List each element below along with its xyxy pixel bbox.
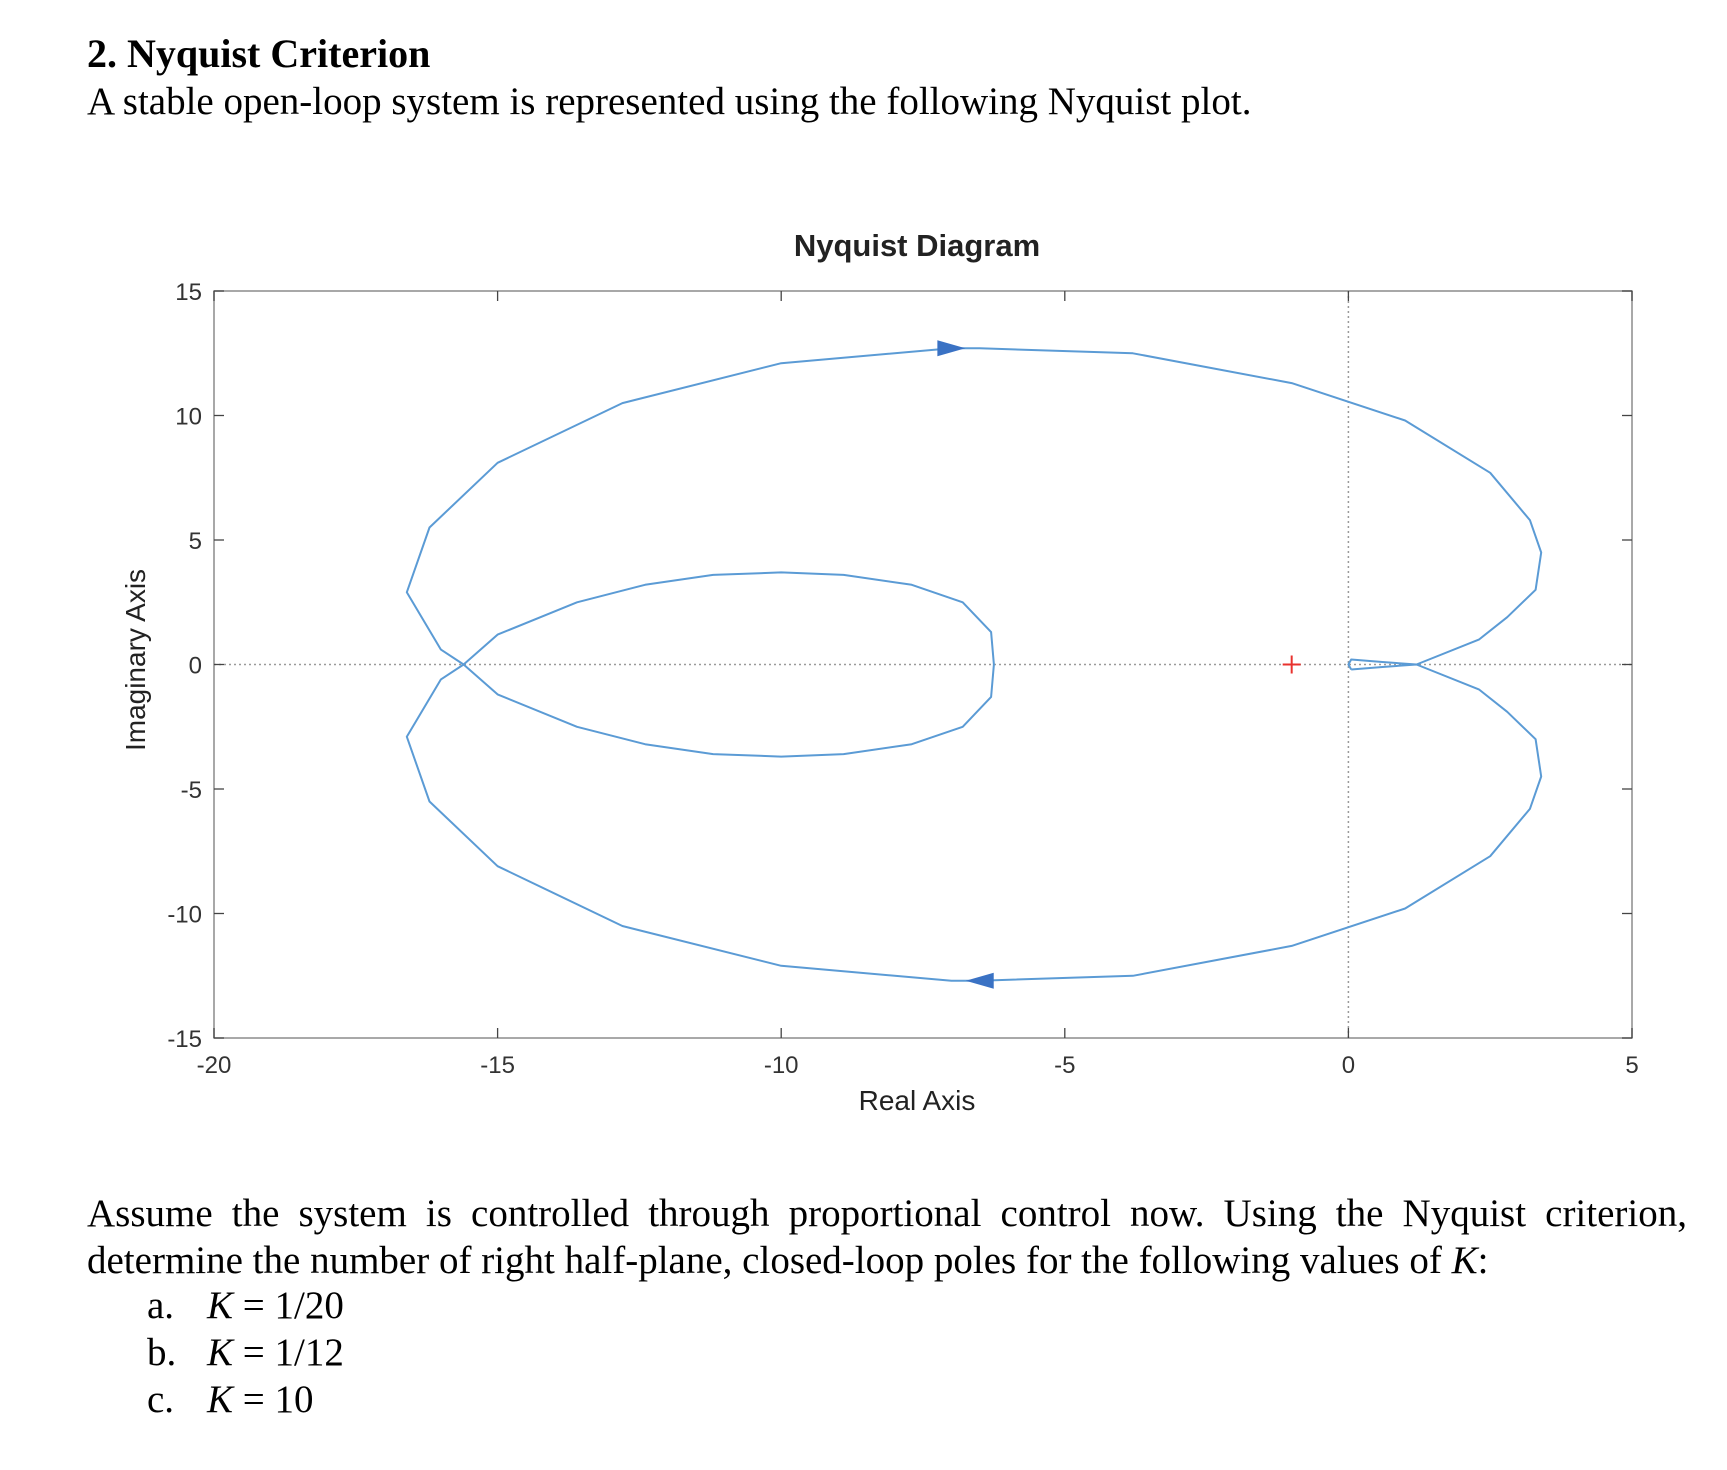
option-a: a. K = 1/20 [147,1282,344,1329]
option-c: c. K = 10 [147,1376,344,1423]
question-symbol: K [1451,1239,1478,1282]
option-b: b. K = 1/12 [147,1329,344,1376]
nyquist-figure: Nyquist Diagram Real Axis Imaginary Axis… [120,228,1639,1116]
direction-arrow-1 [937,340,966,357]
option-b-symbol: K [207,1331,234,1374]
k-value-options: a. K = 1/20 b. K = 1/12 c. K = 10 [147,1282,344,1423]
option-c-symbol: K [207,1378,234,1421]
x-tick-label: 0 [1342,1052,1355,1079]
x-tick-label: -10 [764,1052,799,1079]
option-b-letter: b. [147,1331,177,1374]
problem-intro: A stable open-loop system is represented… [87,80,1252,123]
question-text: Assume the system is controlled through … [87,1190,1687,1284]
option-c-letter: c. [147,1378,175,1421]
y-tick-label: -10 [167,902,202,929]
x-tick-label: -5 [1054,1052,1075,1079]
question-suffix: : [1477,1239,1489,1282]
option-b-relation: = [242,1331,265,1374]
question-body: Assume the system is controlled through … [87,1192,1687,1282]
option-a-value: 1/20 [274,1284,344,1327]
y-tick-label: 5 [189,528,202,555]
y-tick-label: 0 [189,653,202,680]
chart-title: Nyquist Diagram [794,228,1040,263]
x-axis-label: Real Axis [859,1085,976,1116]
y-tick-label: 15 [175,279,202,306]
option-a-letter: a. [147,1284,175,1327]
x-tick-label: -20 [197,1052,232,1079]
option-c-relation: = [242,1378,265,1421]
critical-point-marker [1282,655,1301,674]
y-tick-label: -5 [181,777,202,804]
option-a-relation: = [242,1284,265,1327]
y-tick-label: 10 [175,404,202,431]
option-a-symbol: K [207,1284,234,1327]
nyquist-curve [405,347,1543,982]
problem-heading: 2. Nyquist Criterion [87,31,431,76]
y-axis-label: Imaginary Axis [120,569,151,751]
direction-arrow-2 [965,972,994,989]
option-b-value: 1/12 [274,1331,344,1374]
x-tick-label: -15 [480,1052,515,1079]
option-c-value: 10 [274,1378,314,1421]
x-tick-label: 5 [1625,1052,1638,1079]
y-tick-label: -15 [167,1026,202,1053]
